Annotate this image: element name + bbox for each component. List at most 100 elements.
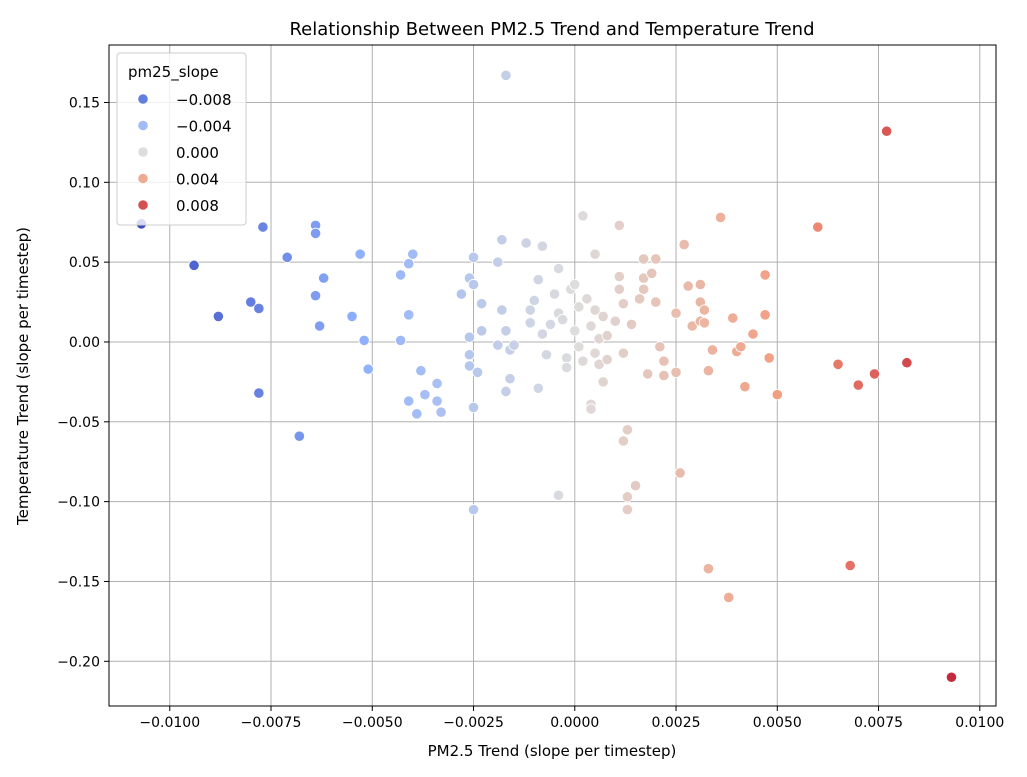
y-tick-label: −0.05 xyxy=(57,415,100,431)
data-point xyxy=(395,334,407,346)
data-point xyxy=(245,296,257,308)
data-point xyxy=(714,211,727,224)
data-point xyxy=(609,315,621,327)
data-point xyxy=(723,591,735,604)
data-point xyxy=(362,363,374,375)
data-point xyxy=(471,366,484,378)
data-point xyxy=(504,373,516,385)
data-point xyxy=(621,491,634,503)
data-point xyxy=(500,385,512,398)
data-point xyxy=(536,328,548,340)
data-point xyxy=(257,221,269,233)
data-point xyxy=(621,504,634,516)
data-point xyxy=(759,309,771,321)
data-point xyxy=(577,210,589,222)
data-point xyxy=(589,347,601,359)
data-point xyxy=(771,389,783,401)
data-point xyxy=(601,329,613,342)
data-point xyxy=(759,269,771,281)
data-point xyxy=(650,253,662,265)
x-tick-label: 0.0100 xyxy=(955,715,1004,731)
x-tick-label: 0.0000 xyxy=(550,715,599,731)
legend-box xyxy=(116,52,247,226)
legend-label: 0.004 xyxy=(176,171,219,189)
data-point xyxy=(524,317,536,329)
data-point xyxy=(500,69,512,81)
y-tick-label: −0.10 xyxy=(57,495,100,511)
data-point xyxy=(881,125,893,137)
data-point xyxy=(395,269,407,281)
data-point xyxy=(476,325,488,337)
data-point xyxy=(682,280,694,292)
data-point xyxy=(309,227,322,240)
legend-label: 0.000 xyxy=(176,144,219,162)
y-tick-label: 0.10 xyxy=(69,175,100,191)
data-point xyxy=(431,377,443,390)
y-tick-label: 0.15 xyxy=(69,95,100,111)
data-point xyxy=(293,430,305,442)
data-point xyxy=(569,278,581,291)
data-point xyxy=(467,504,480,516)
data-point xyxy=(638,283,650,295)
legend-marker xyxy=(137,172,149,185)
data-point xyxy=(589,248,601,260)
data-point xyxy=(403,309,415,321)
data-point xyxy=(431,395,443,407)
data-point xyxy=(763,352,775,364)
data-point xyxy=(629,480,642,492)
data-point xyxy=(407,248,419,260)
data-point xyxy=(650,296,662,308)
x-axis-label: PM2.5 Trend (slope per timestep) xyxy=(428,742,677,760)
data-point xyxy=(358,334,370,346)
data-point xyxy=(638,253,650,265)
data-point xyxy=(476,298,488,310)
data-point xyxy=(585,403,597,415)
data-point xyxy=(500,325,512,337)
data-point xyxy=(702,365,715,377)
data-point xyxy=(346,310,358,323)
data-point xyxy=(617,347,629,359)
y-tick-label: 0.05 xyxy=(69,255,100,271)
data-point xyxy=(617,298,629,310)
data-point xyxy=(552,489,565,501)
data-point xyxy=(702,563,715,575)
data-point xyxy=(467,251,480,263)
data-point xyxy=(188,259,200,271)
data-points xyxy=(135,69,958,683)
data-point xyxy=(658,355,670,367)
x-tick-label: −0.0100 xyxy=(139,715,200,731)
data-point xyxy=(601,353,613,366)
data-point xyxy=(678,238,690,251)
data-point xyxy=(727,312,739,324)
legend-label: −0.004 xyxy=(176,118,232,136)
data-point xyxy=(532,274,544,286)
data-point xyxy=(852,379,864,391)
legend-marker xyxy=(137,146,149,158)
data-point xyxy=(613,219,625,232)
data-point xyxy=(844,559,856,572)
legend-label: −0.008 xyxy=(176,91,232,109)
data-point xyxy=(561,352,573,364)
data-point xyxy=(573,341,585,353)
data-point xyxy=(585,320,597,332)
data-point xyxy=(536,240,548,252)
data-point xyxy=(625,318,638,331)
x-axis-ticks: −0.0100 −0.0075 −0.0050 −0.0025 0.0000 0.0025… xyxy=(139,706,1004,731)
y-axis-ticks: −0.20 −0.15 −0.10 −0.05 0.00 0.05 0.10 0.15 xyxy=(57,95,109,670)
data-point xyxy=(735,341,747,353)
data-point xyxy=(435,406,447,418)
data-point xyxy=(463,360,476,372)
data-point xyxy=(901,357,913,369)
data-point xyxy=(455,288,467,300)
x-tick-label: −0.0075 xyxy=(241,715,302,731)
x-tick-label: 0.0025 xyxy=(652,715,701,731)
data-point xyxy=(706,344,719,356)
data-point xyxy=(253,387,265,399)
data-point xyxy=(354,248,366,260)
legend: pm25_slope −0.008 −0.004 0.000 0.004 0.008 xyxy=(116,52,247,226)
data-point xyxy=(642,368,654,380)
y-tick-label: −0.20 xyxy=(57,654,100,670)
legend-marker xyxy=(137,119,149,132)
data-point xyxy=(496,234,508,246)
